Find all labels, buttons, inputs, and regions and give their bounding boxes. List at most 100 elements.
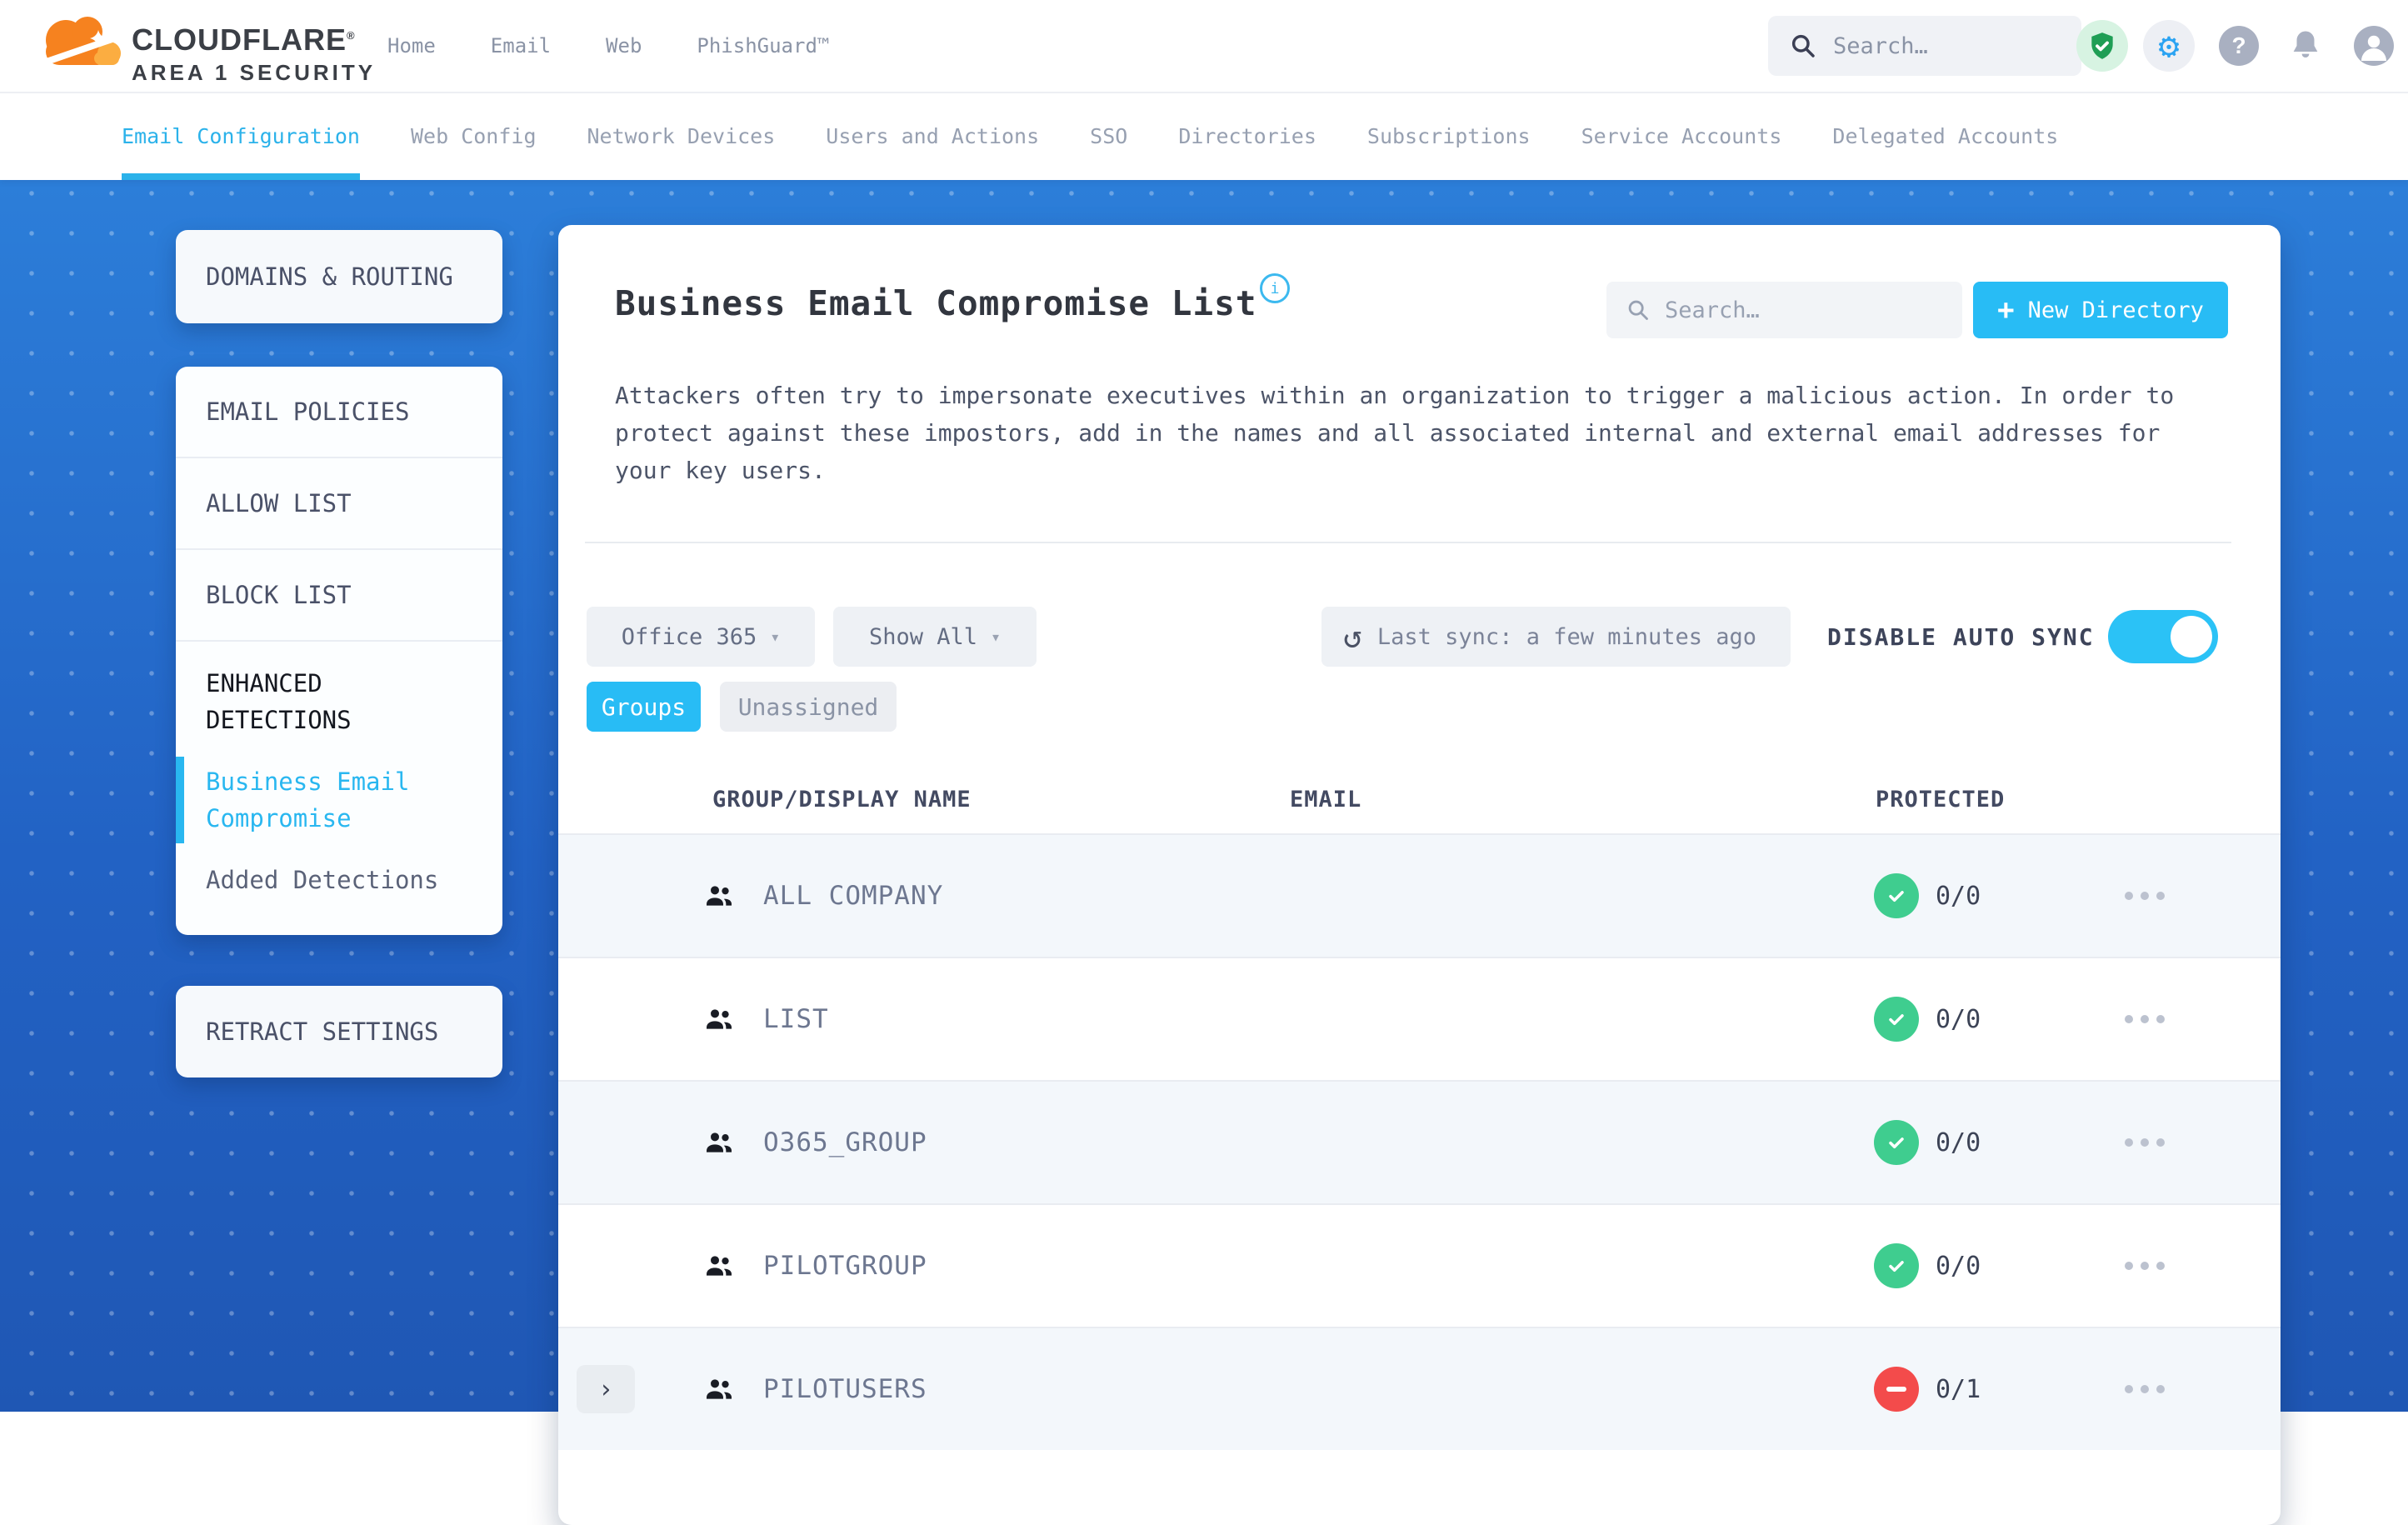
list-search-input[interactable]: Search… (1606, 282, 1962, 338)
group-name: O365_GROUP (763, 1128, 927, 1158)
protected-count: 0/0 (1936, 1251, 1981, 1281)
group-name: PILOTGROUP (763, 1251, 927, 1281)
search-icon (1628, 300, 1648, 320)
sidebar-item-added-detections[interactable]: Added Detections (206, 866, 439, 894)
table-row[interactable]: PILOTGROUP 0/0 (558, 1203, 2281, 1327)
nav-item-web[interactable]: Web (606, 34, 642, 58)
protected-count: 0/0 (1936, 881, 1981, 911)
protected-status: 0/0 (1874, 1120, 1981, 1165)
brand-line1: CLOUDFLARE (132, 22, 347, 57)
section-tabs: Email Configuration Web Config Network D… (0, 92, 2408, 180)
cloudflare-logo-icon (37, 17, 121, 71)
sidebar-item-retract-settings[interactable]: RETRACT SETTINGS (176, 986, 502, 1078)
show-filter-value: Show All (868, 623, 977, 650)
account-button[interactable] (2354, 26, 2394, 66)
directory-select[interactable]: Office 365 ▾ (587, 607, 815, 667)
plus-icon: + (1997, 293, 2015, 327)
tab-email-configuration[interactable]: Email Configuration (122, 92, 360, 180)
auto-sync-label: DISABLE AUTO SYNC (1827, 623, 2095, 651)
table-row[interactable]: LIST 0/0 (558, 957, 2281, 1080)
protected-count: 0/0 (1936, 1128, 1981, 1158)
table-row[interactable]: › PILOTUSERS 0/1 (558, 1327, 2281, 1450)
bell-icon (2293, 31, 2318, 58)
minus-circle-icon (1874, 1367, 1919, 1412)
search-icon (1791, 34, 1815, 58)
protected-status: 0/0 (1874, 873, 1981, 918)
chevron-down-icon: ▾ (770, 627, 781, 647)
table-row[interactable]: O365_GROUP 0/0 (558, 1080, 2281, 1203)
tab-users-and-actions[interactable]: Users and Actions (826, 123, 1040, 148)
check-circle-icon (1874, 873, 1919, 918)
sidebar-item-email-policies[interactable]: EMAIL POLICIES (176, 367, 502, 458)
expand-row-button[interactable]: › (577, 1365, 635, 1413)
pill-groups[interactable]: Groups (587, 682, 701, 732)
nav-item-email[interactable]: Email (490, 34, 552, 58)
registered-mark: ® (346, 29, 356, 42)
sidebar-item-allow-list[interactable]: ALLOW LIST (176, 458, 502, 550)
tab-service-accounts[interactable]: Service Accounts (1581, 123, 1782, 148)
group-icon (707, 886, 732, 906)
user-avatar-icon (2361, 35, 2386, 61)
tab-directories[interactable]: Directories (1178, 123, 1316, 148)
settings-button[interactable]: ⚙ (2143, 20, 2195, 72)
check-circle-icon (1874, 1243, 1919, 1288)
check-circle-icon (1874, 1120, 1919, 1165)
tab-subscriptions[interactable]: Subscriptions (1366, 123, 1531, 148)
group-name: PILOTUSERS (763, 1374, 927, 1404)
col-header-group-display-name: GROUP/DISPLAY NAME (712, 787, 972, 812)
table-body: ALL COMPANY 0/0 LIST 0/0 (558, 833, 2281, 1450)
divider (585, 542, 2231, 543)
info-icon[interactable]: i (1260, 273, 1290, 303)
sidebar-item-business-email-compromise[interactable]: Business Email Compromise (176, 757, 456, 843)
bec-list-panel: Business Email Compromise List i Search…… (558, 225, 2281, 1525)
sidebar-policies-card: EMAIL POLICIES ALLOW LIST BLOCK LIST ENH… (176, 367, 502, 935)
group-icon (707, 1132, 732, 1152)
row-menu-button[interactable] (2125, 1262, 2165, 1270)
brand-line2: AREA 1 SECURITY (132, 60, 377, 85)
group-name: ALL COMPANY (763, 881, 944, 911)
pill-unassigned[interactable]: Unassigned (720, 682, 897, 732)
new-directory-label: New Directory (2027, 297, 2204, 323)
gear-icon: ⚙ (2158, 25, 2180, 66)
protected-count: 0/0 (1936, 1004, 1981, 1034)
row-menu-button[interactable] (2125, 1015, 2165, 1023)
sidebar-item-block-list[interactable]: BLOCK LIST (176, 550, 502, 642)
group-name: LIST (763, 1004, 829, 1034)
col-header-email: EMAIL (1290, 787, 1362, 812)
col-header-protected: PROTECTED (1876, 787, 2006, 812)
show-filter-select[interactable]: Show All ▾ (833, 607, 1037, 667)
group-icon (707, 1256, 732, 1276)
enhanced-detections-label[interactable]: ENHANCED DETECTIONS (206, 669, 352, 734)
help-button[interactable]: ? (2219, 26, 2259, 66)
page-description: Attackers often try to impersonate execu… (615, 382, 2175, 484)
top-header: CLOUDFLARE® AREA 1 SECURITY Home Email W… (0, 0, 2408, 93)
notifications-button[interactable] (2286, 26, 2326, 66)
page-title: Business Email Compromise List (615, 283, 1257, 323)
new-directory-button[interactable]: + New Directory (1973, 282, 2228, 338)
protected-status: 0/1 (1874, 1367, 1981, 1412)
row-menu-button[interactable] (2125, 1385, 2165, 1393)
protected-count: 0/1 (1936, 1374, 1981, 1404)
sidebar-item-domains-routing[interactable]: DOMAINS & ROUTING (176, 230, 502, 323)
tab-sso[interactable]: SSO (1090, 123, 1128, 148)
auto-sync-toggle[interactable] (2108, 610, 2218, 663)
group-icon (707, 1379, 732, 1399)
tab-delegated-accounts[interactable]: Delegated Accounts (1832, 123, 2059, 148)
table-row[interactable]: ALL COMPANY 0/0 (558, 833, 2281, 957)
row-menu-button[interactable] (2125, 892, 2165, 900)
tab-web-config[interactable]: Web Config (410, 123, 537, 148)
global-search-input[interactable]: Search… (1768, 16, 2081, 76)
last-sync-label: Last sync: a few minutes ago (1376, 623, 1757, 650)
content-canvas: DOMAINS & ROUTING EMAIL POLICIES ALLOW L… (0, 180, 2408, 1525)
directory-select-value: Office 365 (621, 623, 757, 650)
security-status-button[interactable] (2076, 20, 2128, 72)
check-circle-icon (1874, 997, 1919, 1042)
nav-item-phishguard[interactable]: PhishGuard™ (697, 34, 830, 58)
nav-item-home[interactable]: Home (387, 34, 436, 58)
last-sync-button[interactable]: ↺ Last sync: a few minutes ago (1321, 607, 1791, 667)
row-menu-button[interactable] (2125, 1138, 2165, 1147)
protected-status: 0/0 (1874, 1243, 1981, 1288)
toggle-knob (2171, 616, 2212, 658)
top-nav: Home Email Web PhishGuard™ (387, 0, 829, 92)
tab-network-devices[interactable]: Network Devices (587, 123, 776, 148)
